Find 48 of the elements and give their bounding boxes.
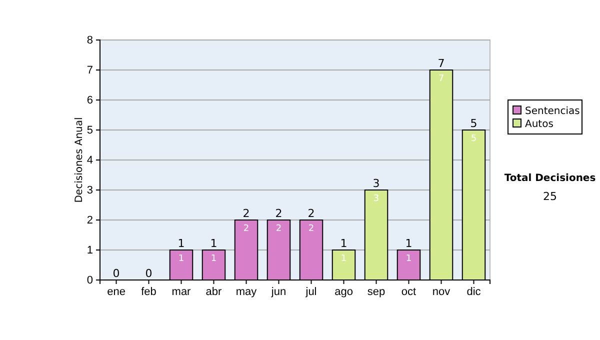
x-tick-label: dic (466, 286, 482, 298)
y-tick-label: 0 (86, 274, 93, 287)
legend-label: Autos (525, 119, 554, 130)
y-tick-label: 7 (86, 64, 93, 77)
total-label: 0 (112, 267, 120, 280)
x-tick-label: nov (432, 286, 451, 298)
data-label: 1 (178, 254, 184, 264)
total-label: 3 (372, 177, 380, 190)
total-label: 1 (340, 237, 348, 250)
total-label: 0 (145, 267, 152, 280)
total-label: 1 (178, 237, 185, 250)
x-tick-label: oct (401, 286, 416, 298)
data-label: 2 (276, 224, 282, 234)
x-tick-label: ene (107, 286, 126, 298)
y-axis-title: Decisiones Anual (74, 117, 85, 203)
data-label: 3 (373, 194, 380, 204)
data-label: 1 (210, 254, 217, 264)
y-tick-label: 2 (86, 214, 93, 227)
text: 25 (543, 190, 557, 203)
total-label: 7 (438, 57, 445, 70)
x-tick-label: ago (334, 286, 353, 298)
total-label: 2 (242, 207, 250, 220)
data-label: 1 (340, 254, 347, 264)
data-label: 2 (243, 224, 250, 234)
x-tick-label: feb (141, 286, 156, 298)
y-tick-label: 1 (86, 244, 93, 257)
total-label: 2 (275, 207, 282, 220)
x-tick-label: may (236, 286, 258, 298)
total-label: 5 (470, 117, 478, 130)
x-tick-label: sep (367, 286, 386, 298)
total-label: 1 (210, 237, 218, 250)
total-label: 2 (308, 207, 315, 220)
x-tick-label: jun (270, 286, 286, 298)
total-label: 1 (405, 237, 412, 250)
y-tick-label: 8 (86, 34, 93, 47)
text: Total Decisiones (504, 173, 596, 184)
data-label: 5 (470, 134, 477, 144)
y-tick-label: 5 (86, 124, 93, 137)
x-tick-label: jul (304, 286, 317, 298)
y-tick-label: 4 (86, 154, 93, 167)
x-tick-label: mar (172, 286, 192, 298)
data-label: 2 (308, 224, 314, 234)
y-tick-label: 6 (86, 94, 93, 107)
data-label: 1 (406, 254, 412, 264)
x-tick-label: abr (206, 286, 222, 298)
y-tick-label: 3 (86, 184, 93, 197)
legend-label: Sentencias (525, 106, 580, 117)
data-label: 7 (438, 74, 444, 84)
